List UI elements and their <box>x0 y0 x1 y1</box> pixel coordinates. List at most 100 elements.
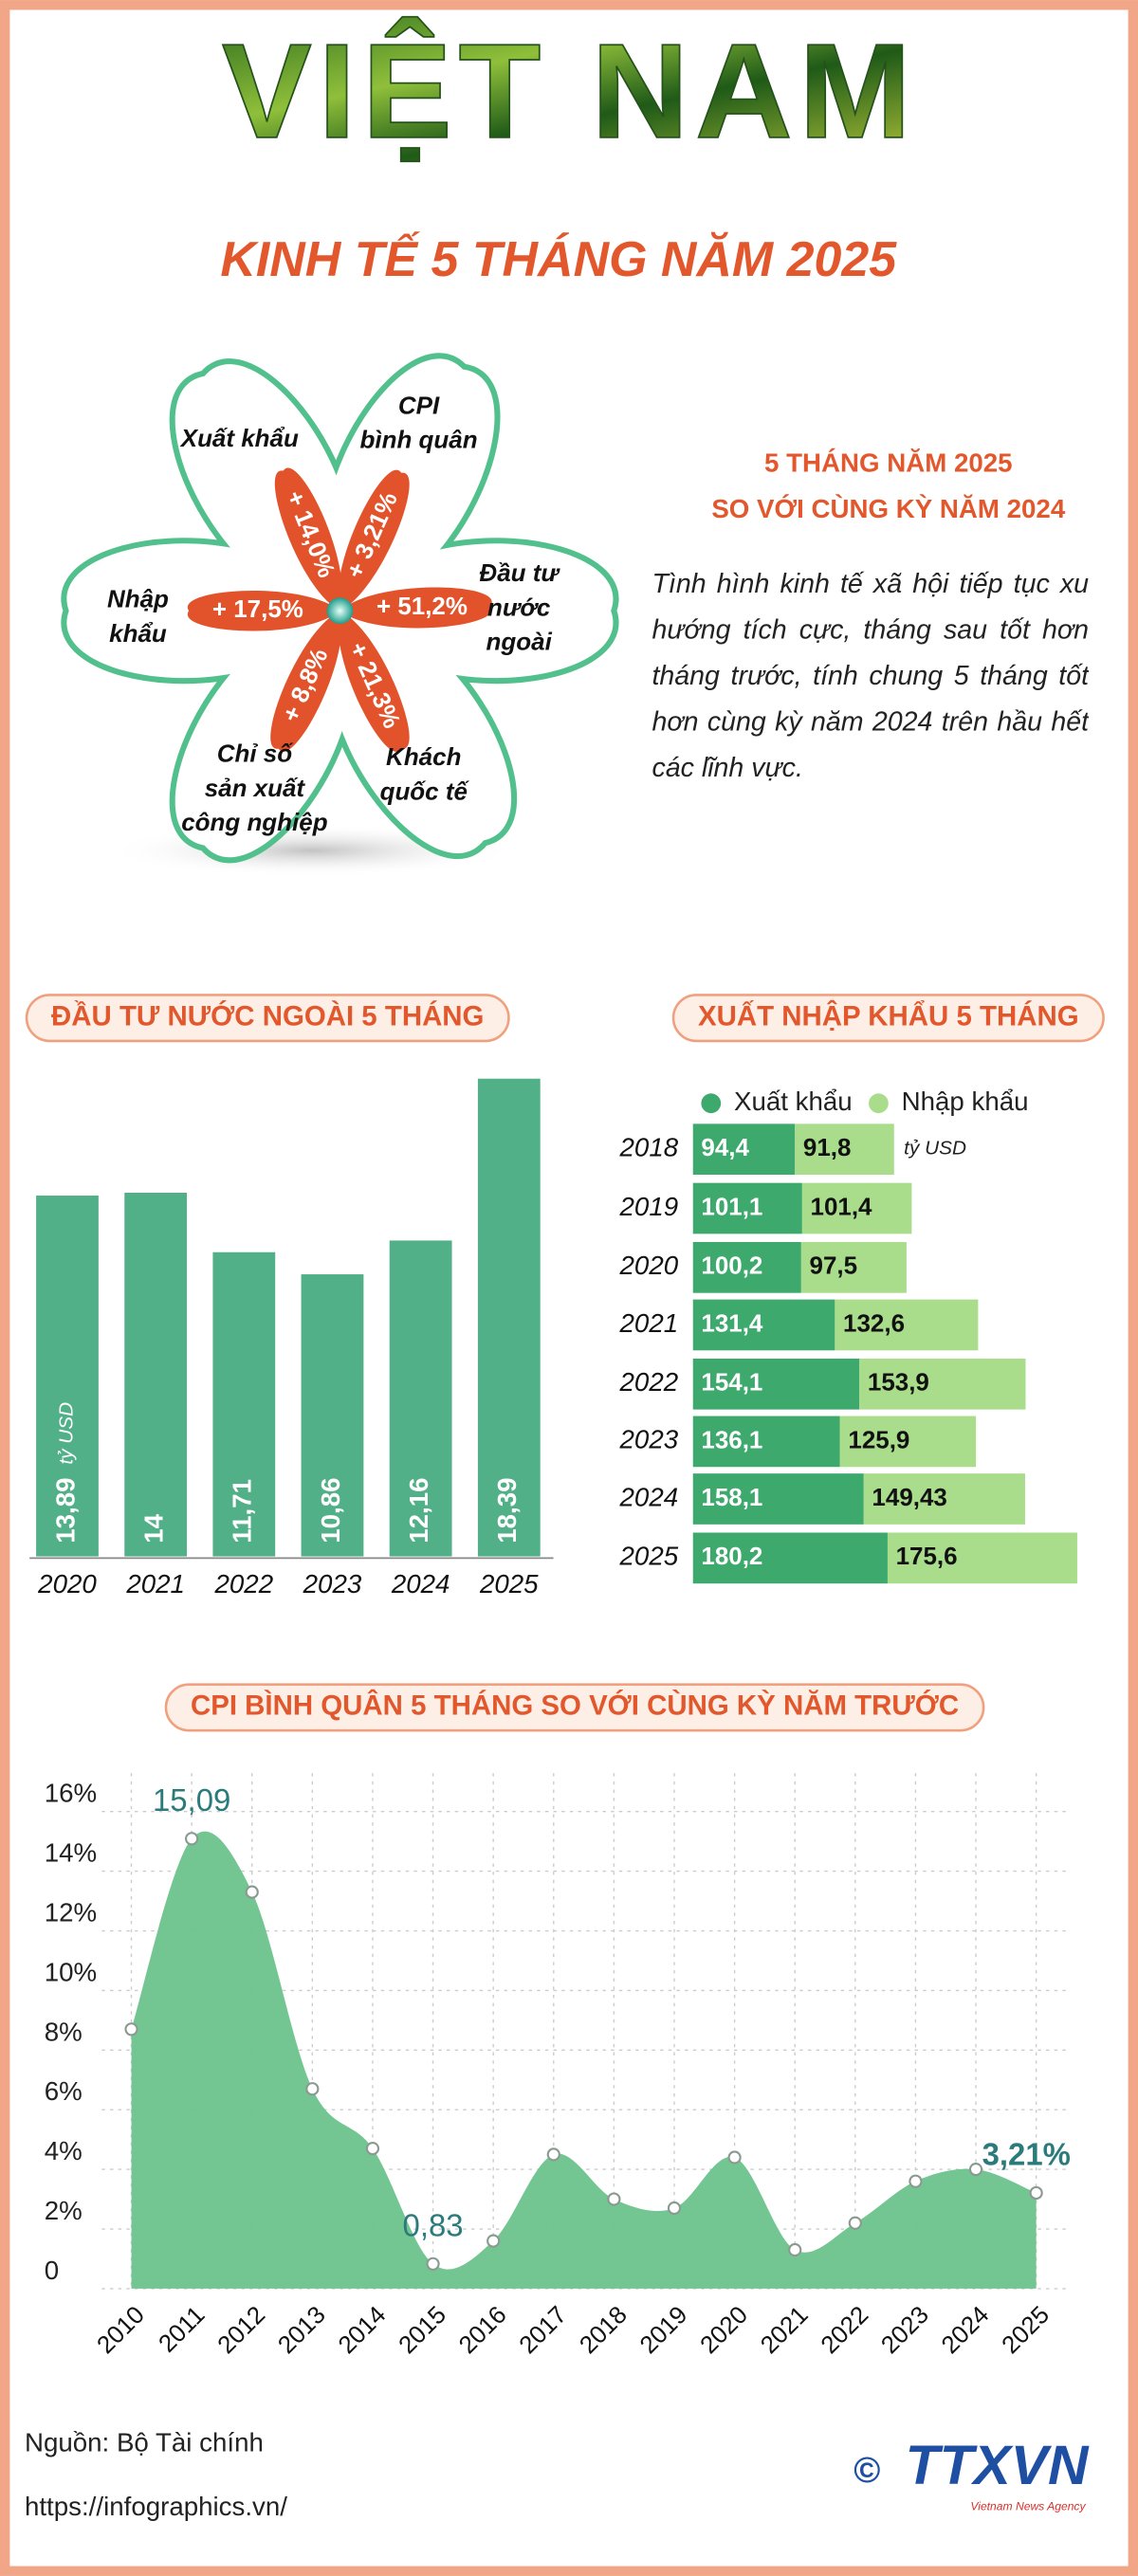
summary-heading: SO VỚI CÙNG KỲ NĂM 2024 <box>711 494 1065 523</box>
bar <box>389 1240 452 1557</box>
bar-value-label: 153,9 <box>868 1368 929 1397</box>
bar-value-label: 175,6 <box>896 1542 958 1570</box>
x-tick-label: 2025 <box>479 1569 539 1599</box>
data-point <box>365 2141 380 2156</box>
petal-label: Xuất khẩu <box>179 424 299 452</box>
x-tick-label: 2020 <box>37 1569 97 1599</box>
bar-value-label: 101,1 <box>701 1192 762 1220</box>
y-tick-label: 2% <box>45 2196 83 2225</box>
bar-segment <box>692 1416 840 1468</box>
y-tick-label: 2025 <box>619 1542 679 1571</box>
y-tick-label: 2021 <box>619 1308 679 1338</box>
source: Nguồn: Bộ Tài chính <box>25 2428 264 2457</box>
petal-label: Khách <box>386 742 461 771</box>
bar-segment <box>859 1358 1026 1410</box>
y-tick-label: 16% <box>45 1779 97 1808</box>
petal-label: quốc tế <box>380 776 470 805</box>
section-title: ĐẦU TƯ NƯỚC NGOÀI 5 THÁNG <box>25 994 510 1043</box>
bar <box>212 1251 276 1557</box>
petal-label: CPI <box>398 391 440 419</box>
unit-label: tỷ USD <box>904 1138 966 1160</box>
section-title: XUẤT NHẬP KHẨU 5 THÁNG <box>671 994 1105 1043</box>
legend-label: Xuất khẩu <box>734 1087 853 1116</box>
flower-center <box>326 597 354 625</box>
subtitle: KINH TẾ 5 THÁNG NĂM 2025 <box>220 231 897 287</box>
y-tick-label: 2019 <box>619 1192 679 1221</box>
petal-label: ngoài <box>486 628 553 656</box>
data-point <box>426 2256 440 2271</box>
y-tick-label: 10% <box>45 1957 97 1986</box>
bar-segment <box>795 1124 894 1176</box>
value-petal <box>187 590 340 631</box>
bar-value-label: 131,4 <box>701 1308 763 1337</box>
data-point <box>124 2022 138 2037</box>
data-point <box>607 2192 621 2206</box>
petal-label: khẩu <box>109 619 167 648</box>
area <box>131 1831 1037 2289</box>
x-tick-label: 2022 <box>214 1569 274 1599</box>
legend-marker <box>869 1093 889 1114</box>
x-tick-label: 2021 <box>125 1569 185 1599</box>
data-point <box>727 2150 742 2165</box>
bar-segment <box>692 1242 801 1293</box>
bar <box>124 1193 188 1557</box>
bar-segment <box>801 1182 912 1234</box>
bar-value-label: 125,9 <box>848 1425 909 1453</box>
summary-box: Tình hình kinh tế xã hội tiếp tục xu hướ… <box>652 569 1090 784</box>
petal-label: sản xuất <box>205 774 306 802</box>
petal-label: công nghiệp <box>181 808 327 836</box>
bar-value-label: 11,71 <box>228 1479 257 1544</box>
data-point <box>848 2216 862 2230</box>
bar <box>301 1274 364 1557</box>
petal-label: nước <box>487 593 551 621</box>
data-point <box>968 2163 983 2177</box>
bar-segment <box>692 1182 802 1234</box>
summary-text: Tình hình kinh tế xã hội tiếp tục xu hướ… <box>652 569 1090 784</box>
y-tick-label: 2020 <box>619 1251 679 1280</box>
bar-value-label: 91,8 <box>803 1133 852 1161</box>
value-petal <box>338 611 410 752</box>
value-label: 0,83 <box>403 2207 464 2242</box>
data-point <box>486 2234 501 2248</box>
bar-segment <box>839 1416 977 1468</box>
legend-marker <box>701 1093 722 1114</box>
bar-value-label: 154,1 <box>701 1368 762 1397</box>
value-petal <box>270 611 342 752</box>
y-tick-label: 6% <box>45 2076 83 2106</box>
y-tick-label: 0 <box>45 2256 59 2285</box>
petal-label: Chỉ số <box>217 739 294 767</box>
x-tick-label: 2023 <box>303 1569 362 1599</box>
bar-value-label: 13,89 <box>50 1477 80 1543</box>
bar-value-label: 132,6 <box>843 1308 905 1337</box>
y-tick-label: 12% <box>45 1898 97 1927</box>
bar-segment <box>692 1358 860 1410</box>
y-tick-label: 2018 <box>619 1132 679 1161</box>
main-title: VIỆT NAM <box>222 16 918 167</box>
bar-value-label: 158,1 <box>701 1483 762 1511</box>
data-point <box>909 2174 923 2188</box>
bar-segment <box>863 1473 1025 1525</box>
x-tick-label: 2024 <box>391 1569 450 1599</box>
data-point <box>185 1832 199 1846</box>
y-tick-label: 2022 <box>619 1367 679 1397</box>
url: https://infographics.vn/ <box>25 2492 287 2521</box>
logo: TTXVN <box>906 2435 1090 2496</box>
data-point <box>1029 2185 1043 2201</box>
petal-label: bình quân <box>360 426 478 454</box>
petal-value: + 51,2% <box>376 592 468 620</box>
logo-subtitle: Vietnam News Agency <box>970 2499 1086 2512</box>
value-petal <box>340 587 493 629</box>
bar-segment <box>800 1242 907 1293</box>
y-tick-label: 14% <box>45 1838 97 1868</box>
bar-value-label: 18,39 <box>492 1477 522 1543</box>
bar-value-label: 101,4 <box>811 1192 873 1220</box>
bar-value-label: 10,86 <box>316 1477 345 1543</box>
section-title-box <box>25 994 510 1043</box>
data-point <box>546 2147 560 2162</box>
copyright: © <box>854 2451 880 2491</box>
unit-label: tỷ USD <box>55 1402 77 1465</box>
value-petal <box>274 467 342 612</box>
section-title-box <box>671 994 1105 1043</box>
y-tick-label: 4% <box>45 2136 83 2165</box>
